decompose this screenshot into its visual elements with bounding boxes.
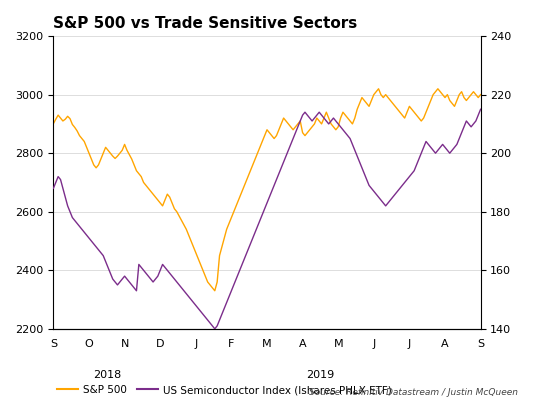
Line: US Semiconductor Index (Ishares PHLX ETF): US Semiconductor Index (Ishares PHLX ETF… — [53, 109, 481, 329]
Text: 2019: 2019 — [307, 370, 334, 380]
S&P 500 — [375, 86, 382, 91]
US Semiconductor Index (Ishares PHLX ETF) — [114, 282, 121, 287]
US Semiconductor Index (Ishares PHLX ETF) — [50, 186, 57, 191]
Text: Source: Refinitiv Datastream / Justin McQueen: Source: Refinitiv Datastream / Justin Mc… — [309, 388, 518, 397]
S&P 500 — [114, 154, 121, 158]
S&P 500 — [86, 151, 92, 156]
Line: S&P 500: S&P 500 — [53, 89, 481, 291]
US Semiconductor Index (Ishares PHLX ETF) — [211, 326, 218, 331]
US Semiconductor Index (Ishares PHLX ETF) — [169, 274, 175, 279]
S&P 500 — [169, 200, 175, 205]
S&P 500 — [211, 288, 218, 293]
S&P 500 — [50, 121, 57, 126]
S&P 500 — [259, 139, 265, 144]
S&P 500 — [257, 145, 263, 150]
US Semiconductor Index (Ishares PHLX ETF) — [86, 236, 92, 241]
US Semiconductor Index (Ishares PHLX ETF) — [477, 107, 484, 112]
Legend: S&P 500, US Semiconductor Index (Ishares PHLX ETF): S&P 500, US Semiconductor Index (Ishares… — [52, 381, 396, 399]
Text: 2018: 2018 — [93, 370, 121, 380]
US Semiconductor Index (Ishares PHLX ETF) — [257, 218, 263, 223]
S&P 500 — [409, 107, 415, 111]
US Semiconductor Index (Ishares PHLX ETF) — [259, 212, 265, 217]
Text: S&P 500 vs Trade Sensitive Sectors: S&P 500 vs Trade Sensitive Sectors — [53, 16, 358, 31]
US Semiconductor Index (Ishares PHLX ETF) — [406, 174, 413, 179]
S&P 500 — [477, 92, 484, 97]
